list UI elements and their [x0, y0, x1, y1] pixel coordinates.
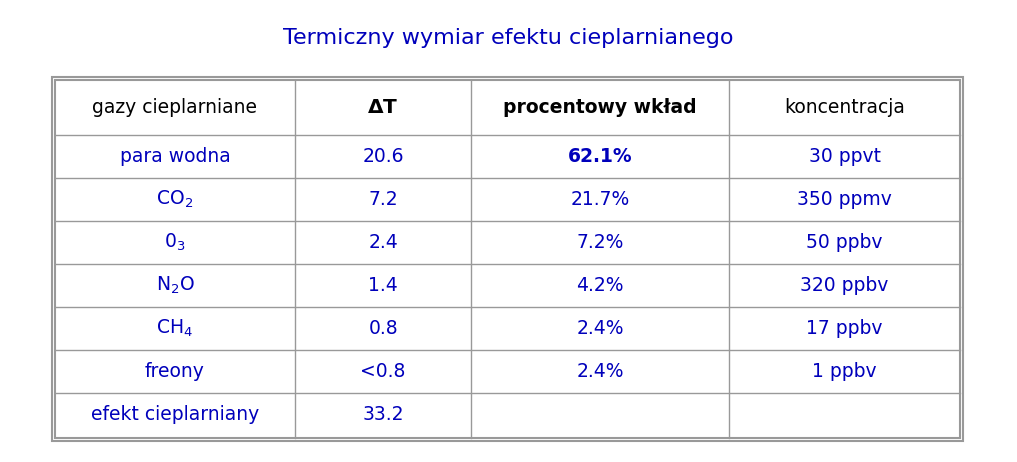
- Text: Termiczny wymiar efektu cieplarnianego: Termiczny wymiar efektu cieplarnianego: [284, 28, 733, 48]
- Text: 2.4%: 2.4%: [577, 362, 624, 381]
- Text: gazy cieplarniane: gazy cieplarniane: [93, 98, 257, 117]
- Text: <0.8: <0.8: [360, 362, 406, 381]
- Text: efekt cieplarniany: efekt cieplarniany: [91, 405, 259, 424]
- Text: 1 ppbv: 1 ppbv: [813, 362, 877, 381]
- Text: 20.6: 20.6: [362, 147, 404, 166]
- Bar: [55, 80, 960, 438]
- Text: $\mathrm{CH_4}$: $\mathrm{CH_4}$: [157, 318, 193, 339]
- Text: 2.4%: 2.4%: [577, 319, 624, 338]
- Text: 350 ppmv: 350 ppmv: [797, 190, 892, 209]
- Text: 30 ppvt: 30 ppvt: [809, 147, 881, 166]
- Text: $\mathrm{CO_2}$: $\mathrm{CO_2}$: [157, 189, 193, 210]
- Text: $\mathbf{\Delta T}$: $\mathbf{\Delta T}$: [367, 98, 399, 117]
- Text: 21.7%: 21.7%: [571, 190, 630, 209]
- Text: freony: freony: [145, 362, 204, 381]
- Text: 50 ppbv: 50 ppbv: [806, 233, 883, 252]
- Text: 7.2%: 7.2%: [577, 233, 624, 252]
- Text: para wodna: para wodna: [120, 147, 230, 166]
- Text: 17 ppbv: 17 ppbv: [806, 319, 883, 338]
- Text: 33.2: 33.2: [362, 405, 404, 424]
- Text: $\mathrm{0_3}$: $\mathrm{0_3}$: [164, 232, 185, 253]
- Text: 1.4: 1.4: [368, 276, 398, 295]
- Text: koncentracja: koncentracja: [784, 98, 905, 117]
- Text: 4.2%: 4.2%: [577, 276, 624, 295]
- Bar: [52, 77, 963, 441]
- Text: procentowy wkład: procentowy wkład: [503, 98, 697, 117]
- Text: 7.2: 7.2: [368, 190, 398, 209]
- Text: 320 ppbv: 320 ppbv: [800, 276, 889, 295]
- Text: $\mathrm{N_2O}$: $\mathrm{N_2O}$: [156, 275, 194, 296]
- Text: 62.1%: 62.1%: [567, 147, 633, 166]
- Text: 0.8: 0.8: [368, 319, 398, 338]
- Text: 2.4: 2.4: [368, 233, 398, 252]
